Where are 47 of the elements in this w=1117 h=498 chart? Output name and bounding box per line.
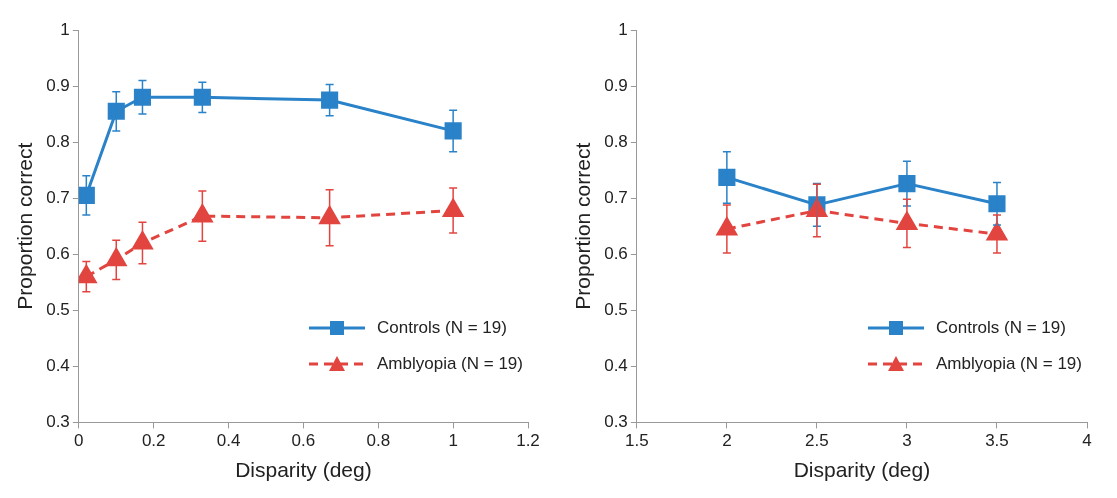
y-tick-label: 0.9 xyxy=(604,75,628,95)
point xyxy=(78,186,95,204)
x-tick-label: 2.5 xyxy=(805,431,829,451)
y-tick-label: 0.4 xyxy=(604,356,628,376)
point xyxy=(133,88,152,106)
y-tick-label: 1 xyxy=(618,19,628,39)
legend-label: Controls (N = 19) xyxy=(936,318,1066,339)
y-tick-label: 0.3 xyxy=(604,412,628,432)
point xyxy=(192,204,213,223)
x-tick-label: 0 xyxy=(74,431,84,451)
x-tick-label: 0.4 xyxy=(216,431,241,451)
y-tick-label: 0.6 xyxy=(46,243,70,263)
y-axis-title: Proportion correct xyxy=(571,142,595,310)
point xyxy=(319,206,340,225)
x-tick-label: 4 xyxy=(1082,431,1092,451)
point xyxy=(132,231,153,250)
y-tick-label: 0.5 xyxy=(604,299,628,319)
x-tick-label: 3 xyxy=(902,431,912,451)
legend-label: Amblyopia (N = 19) xyxy=(936,354,1082,375)
x-tick-label: 1 xyxy=(448,431,458,451)
point xyxy=(78,265,97,284)
x-tick-label: 2 xyxy=(722,431,732,451)
y-tick-label: 0.8 xyxy=(46,131,70,151)
x-tick-label: 0.2 xyxy=(141,431,166,451)
point xyxy=(106,248,127,267)
y-tick-label: 0.6 xyxy=(604,243,628,263)
legend-label: Amblyopia (N = 19) xyxy=(377,354,523,375)
y-tick-label: 0.7 xyxy=(604,187,628,207)
y-tick-label: 1 xyxy=(60,19,70,39)
y-axis-title: Proportion correct xyxy=(13,142,37,310)
legend-label: Controls (N = 19) xyxy=(377,318,507,339)
y-tick-label: 0.4 xyxy=(46,356,70,376)
y-tick-label: 0.5 xyxy=(46,299,70,319)
x-tick-label: 1.5 xyxy=(625,431,649,451)
x-axis-title: Disparity (deg) xyxy=(793,458,931,482)
x-tick-label: 0.6 xyxy=(291,431,316,451)
x-tick-label: 1.2 xyxy=(516,431,540,451)
point xyxy=(107,102,125,120)
point xyxy=(321,91,339,109)
y-tick-label: 0.3 xyxy=(46,412,70,432)
y-tick-label: 0.7 xyxy=(46,187,70,207)
x-axis-title: Disparity (deg) xyxy=(235,458,372,482)
point xyxy=(193,88,211,106)
x-tick-label: 3.5 xyxy=(985,431,1009,451)
y-tick-label: 0.8 xyxy=(604,131,628,151)
y-tick-label: 0.9 xyxy=(46,75,70,95)
x-tick-label: 0.8 xyxy=(366,431,391,451)
